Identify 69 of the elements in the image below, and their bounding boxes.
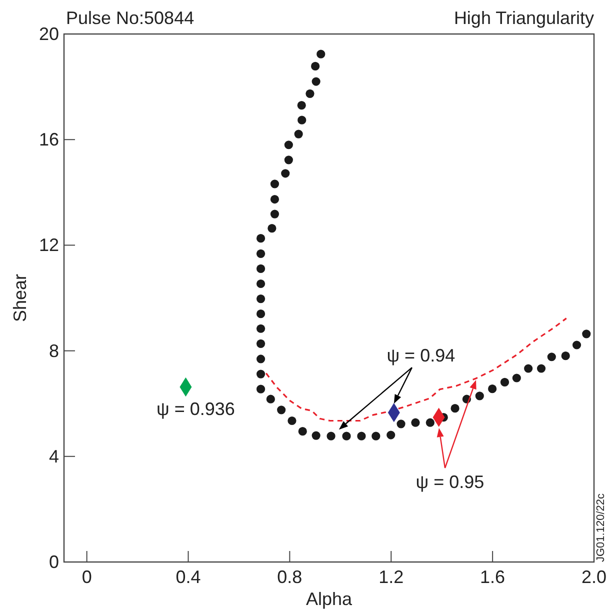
point <box>256 249 266 258</box>
point <box>572 340 582 350</box>
y-tick-label: 8 <box>48 340 59 361</box>
point <box>256 324 266 333</box>
point <box>277 406 286 414</box>
y-tick-label: 0 <box>48 552 59 572</box>
text: JG01.120/22c <box>595 493 607 562</box>
x-tick-label: 2.0 <box>581 567 607 587</box>
point <box>450 404 460 413</box>
point <box>342 432 351 440</box>
point <box>268 224 276 233</box>
y-tick-label: 16 <box>38 130 59 150</box>
chart-title: Pulse No:50844 <box>66 8 194 28</box>
point <box>288 416 296 426</box>
point <box>298 116 306 124</box>
point <box>500 378 510 387</box>
x-tick-label: 0.8 <box>277 567 302 587</box>
point <box>475 392 484 400</box>
annotation: ψ = 0.95 <box>416 472 484 492</box>
point <box>488 384 497 394</box>
point <box>512 374 521 382</box>
point <box>536 364 546 373</box>
point <box>256 279 266 288</box>
point <box>256 370 266 378</box>
point <box>256 294 266 304</box>
point <box>426 418 434 427</box>
annotation: ψ = 0.94 <box>386 346 456 366</box>
y-axis-title: Shear <box>10 274 30 322</box>
point <box>547 352 556 362</box>
point <box>524 364 533 373</box>
point <box>396 420 406 428</box>
point <box>386 430 396 440</box>
point <box>411 418 420 427</box>
point <box>266 394 275 404</box>
x-tick-label: 1.6 <box>480 567 506 587</box>
point <box>298 427 307 436</box>
point <box>256 339 266 348</box>
y-tick-label: 12 <box>38 235 59 256</box>
point <box>256 354 266 364</box>
y-tick-label: 20 <box>38 24 59 44</box>
point <box>294 130 303 138</box>
point <box>306 89 314 98</box>
chart-subtitle: High Triangularity <box>454 8 594 28</box>
point <box>256 234 266 243</box>
point <box>326 432 336 440</box>
point <box>312 77 320 86</box>
point <box>270 180 280 188</box>
point <box>270 210 280 218</box>
y-tick-label: 4 <box>48 446 59 466</box>
x-tick-label: 0 <box>82 567 92 587</box>
x-axis-title: Alpha <box>306 589 354 609</box>
x-tick-label: 1.2 <box>378 567 404 587</box>
point <box>256 264 266 273</box>
point <box>284 156 293 164</box>
point <box>372 432 380 440</box>
point <box>357 432 366 440</box>
point <box>281 169 290 178</box>
point <box>312 431 320 440</box>
point <box>311 62 320 71</box>
point <box>256 384 266 394</box>
point <box>316 50 326 58</box>
point <box>256 310 266 318</box>
point <box>270 194 280 204</box>
point <box>297 100 306 110</box>
x-tick-label: 0.4 <box>176 567 201 587</box>
annotation: ψ = 0.936 <box>156 398 235 419</box>
point <box>561 352 570 360</box>
point <box>284 140 293 150</box>
point <box>582 330 591 338</box>
